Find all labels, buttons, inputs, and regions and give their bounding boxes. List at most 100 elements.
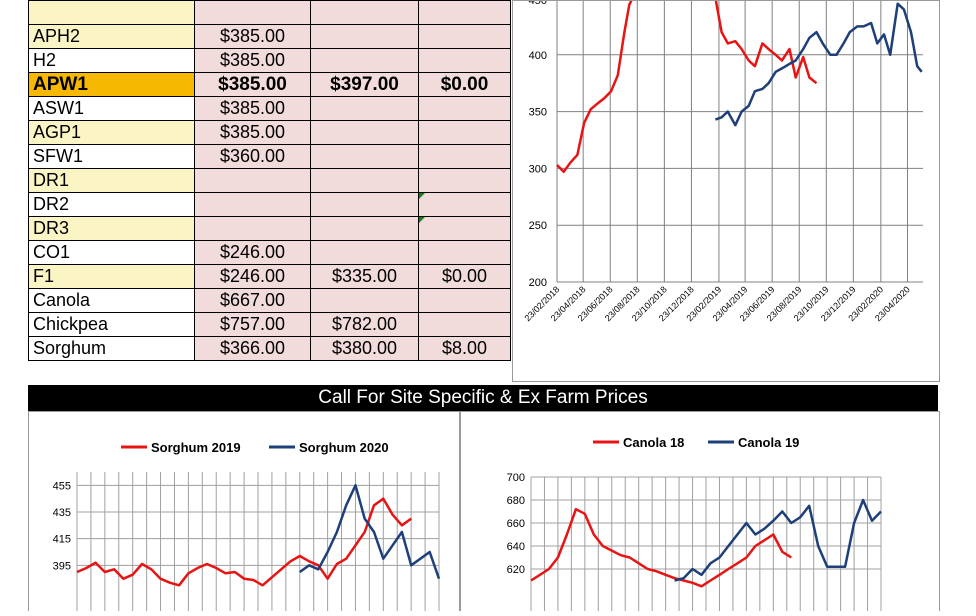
price-cell[interactable] (310, 144, 419, 169)
price-cell[interactable]: $380.00 (310, 336, 419, 361)
legend-label: Canola 18 (623, 435, 684, 450)
y-tick-label: 400 (529, 50, 547, 62)
table-row: DR1 (28, 168, 511, 193)
price-cell[interactable] (310, 96, 419, 121)
price-cell[interactable] (194, 216, 311, 241)
price-cell[interactable]: $366.00 (194, 336, 311, 361)
price-cell[interactable]: $0.00 (418, 264, 511, 289)
price-cell[interactable] (418, 48, 511, 73)
table-row: APW1 $385.00 $397.00 $0.00 (28, 72, 511, 97)
grain-name-cell[interactable]: APH2 (28, 24, 195, 49)
grain-name-cell[interactable]: F1 (28, 264, 195, 289)
grain-name-cell[interactable]: DR3 (28, 216, 195, 241)
price-cell[interactable] (310, 0, 419, 25)
grain-name-cell[interactable]: Chickpea (28, 312, 195, 337)
price-cell[interactable] (418, 24, 511, 49)
price-cell[interactable] (194, 0, 311, 25)
grain-name-cell[interactable]: Canola (28, 288, 195, 313)
grain-name-cell[interactable]: Sorghum (28, 336, 195, 361)
price-cell[interactable] (310, 168, 419, 193)
grain-name-cell[interactable]: SFW1 (28, 144, 195, 169)
price-cell[interactable] (194, 192, 311, 217)
price-cell[interactable] (194, 168, 311, 193)
price-cell[interactable]: $335.00 (310, 264, 419, 289)
y-tick-label: 455 (53, 480, 71, 492)
table-row: Sorghum $366.00 $380.00 $8.00 (28, 336, 511, 361)
price-cell[interactable] (418, 0, 511, 25)
table-row: ASW1 $385.00 (28, 96, 511, 121)
legend-label: Sorghum 2019 (151, 440, 241, 455)
table-row: H2 $385.00 (28, 48, 511, 73)
legend-label: Canola 19 (738, 435, 799, 450)
price-cell[interactable]: $757.00 (194, 312, 311, 337)
grain-name-cell[interactable]: AGP1 (28, 120, 195, 145)
y-tick-label: 250 (529, 220, 547, 232)
y-tick-label: 395 (53, 560, 71, 572)
price-cell[interactable] (418, 288, 511, 313)
y-tick-label: 620 (507, 564, 525, 576)
table-row: AGP1 $385.00 (28, 120, 511, 145)
table-row (28, 0, 511, 25)
grain-price-history-chart: 23/02/2018 23/04/2018 23/06/2018 23/08/2018… (512, 0, 940, 382)
price-cell[interactable] (310, 48, 419, 73)
table-row: F1 $246.00 $335.00 $0.00 (28, 264, 511, 289)
y-tick-label: 450 (529, 1, 547, 7)
grain-name-cell[interactable]: DR1 (28, 168, 195, 193)
series-line (76, 497, 412, 587)
grain-name-cell[interactable]: DR2 (28, 192, 195, 217)
y-tick-label: 660 (507, 518, 525, 530)
y-tick-label: 680 (507, 495, 525, 507)
price-cell[interactable] (310, 288, 419, 313)
canola-chart: 620 640 660 680 700 Canola 18 Canola 19 (460, 411, 940, 616)
price-cell[interactable]: $360.00 (194, 144, 311, 169)
price-cell[interactable] (418, 192, 511, 217)
price-cell[interactable]: $8.00 (418, 336, 511, 361)
legend-label: Sorghum 2020 (299, 440, 389, 455)
series-line (556, 0, 818, 174)
price-cell[interactable] (418, 120, 511, 145)
grain-name-cell[interactable]: ASW1 (28, 96, 195, 121)
price-cell[interactable] (310, 216, 419, 241)
sorghum-chart: 395 415 435 455 Sorghum 2019 Sorghum 2020 (28, 411, 460, 616)
table-row: APH2 $385.00 (28, 24, 511, 49)
price-cell[interactable]: $667.00 (194, 288, 311, 313)
grain-name-cell[interactable]: H2 (28, 48, 195, 73)
y-tick-label: 200 (529, 277, 547, 289)
price-cell[interactable]: $385.00 (194, 96, 311, 121)
price-cell[interactable] (418, 144, 511, 169)
price-cell[interactable] (418, 168, 511, 193)
grain-name-cell[interactable]: CO1 (28, 240, 195, 265)
grain-price-table: APH2 $385.00 H2 $385.00 APW1 $385.00 $397.00 $0… (28, 0, 511, 361)
y-tick-label: 435 (53, 507, 71, 519)
price-cell[interactable] (310, 192, 419, 217)
price-cell[interactable] (418, 312, 511, 337)
price-cell[interactable]: $0.00 (418, 72, 511, 97)
price-cell[interactable]: $246.00 (194, 264, 311, 289)
price-cell[interactable] (418, 96, 511, 121)
price-cell[interactable]: $385.00 (194, 120, 311, 145)
price-cell[interactable] (418, 240, 511, 265)
price-cell[interactable]: $246.00 (194, 240, 311, 265)
y-tick-label: 350 (529, 107, 547, 119)
price-cell[interactable]: $397.00 (310, 72, 419, 97)
price-cell[interactable] (310, 240, 419, 265)
table-row: SFW1 $360.00 (28, 144, 511, 169)
table-row: DR3 (28, 216, 511, 241)
price-cell[interactable]: $385.00 (194, 48, 311, 73)
price-cell[interactable]: $385.00 (194, 24, 311, 49)
table-row: Chickpea $757.00 $782.00 (28, 312, 511, 337)
price-cell[interactable] (310, 24, 419, 49)
table-row: Canola $667.00 (28, 288, 511, 313)
site-prices-banner: Call For Site Specific & Ex Farm Prices (28, 385, 938, 411)
grain-name-cell[interactable] (28, 0, 195, 25)
price-cell[interactable]: $782.00 (310, 312, 419, 337)
series-line (714, 2, 923, 127)
grain-name-cell[interactable]: APW1 (28, 72, 195, 97)
price-cell[interactable]: $385.00 (194, 72, 311, 97)
y-tick-label: 415 (53, 534, 71, 546)
y-tick-label: 300 (529, 163, 547, 175)
series-line (530, 507, 792, 588)
table-row: DR2 (28, 192, 511, 217)
price-cell[interactable] (418, 216, 511, 241)
price-cell[interactable] (310, 120, 419, 145)
